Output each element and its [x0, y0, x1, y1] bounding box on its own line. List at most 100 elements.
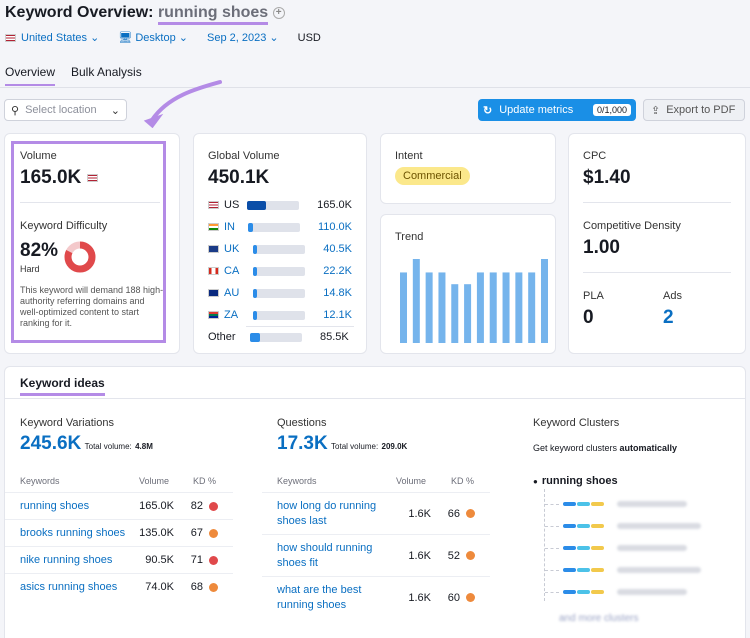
keyword-link[interactable]: how should running shoes fit	[277, 541, 373, 569]
update-metrics-button[interactable]: ↻ Update metrics 0/1,000	[478, 99, 636, 121]
table-row: how long do running shoes last 1.6K 66	[262, 492, 490, 534]
country-label: United States	[21, 32, 88, 44]
country-row-other: Other 85.5K	[208, 327, 352, 347]
cluster-tree-line	[544, 489, 545, 601]
arrow-annotation-icon	[143, 80, 222, 128]
country-share-fill	[253, 244, 258, 254]
kd-label: Keyword Difficulty	[20, 220, 108, 232]
keyword-volume: 1.6K	[408, 591, 431, 604]
cluster-root-label: running shoes	[541, 475, 618, 487]
total-volume-value: 209.0K	[381, 442, 408, 451]
tab-overview[interactable]: Overview	[5, 65, 56, 86]
keyword-volume: 165.0K	[139, 500, 174, 512]
keyword-volume: 90.5K	[145, 554, 174, 566]
device-label: Desktop	[135, 32, 176, 44]
plus-circle-icon[interactable]: +	[272, 6, 285, 19]
divider	[583, 272, 731, 273]
keyword-link[interactable]: nike running shoes	[20, 553, 113, 566]
trend-bar	[400, 272, 407, 343]
us-flag-icon	[208, 201, 219, 209]
keyword-link[interactable]: how long do running shoes last	[277, 499, 377, 527]
clusters-label: Keyword Clusters	[533, 417, 620, 429]
ads-label: Ads	[663, 290, 682, 302]
volume-label: Volume	[20, 150, 57, 162]
questions-count[interactable]: 17.3K	[277, 433, 328, 454]
keyword-link[interactable]: asics running shoes	[20, 580, 118, 593]
trend-label: Trend	[395, 231, 424, 243]
keyword-volume: 1.6K	[408, 507, 431, 520]
kd-dot-icon	[466, 593, 475, 602]
intent-label: Intent	[395, 150, 423, 162]
country-volume[interactable]: 40.5K	[323, 243, 352, 255]
intent-value: Commercial	[395, 167, 470, 185]
cluster-bar-segment	[563, 546, 576, 550]
location-select[interactable]: ⚲ Select location ⌄	[4, 99, 127, 121]
country-share-bar	[253, 288, 306, 298]
keyword-link[interactable]: what are the best running shoes	[277, 583, 362, 611]
keyword-link[interactable]: running shoes	[20, 499, 90, 512]
cluster-row	[545, 545, 687, 551]
ca-flag-icon	[208, 267, 219, 275]
cluster-bar-segment	[577, 590, 590, 594]
date-dropdown[interactable]: Sep 2, 2023 ⌄	[207, 31, 279, 44]
global-volume-value: 450.1K	[208, 167, 270, 188]
kd-dot-icon	[466, 551, 475, 560]
country-code[interactable]: AU	[224, 287, 240, 299]
cluster-root[interactable]: ● running shoes	[533, 475, 618, 487]
uk-flag-icon	[208, 245, 219, 253]
variations-summary: 245.6K Total volume: 4.8M	[20, 433, 153, 455]
col-kd: KD %	[193, 476, 217, 486]
country-row-ca: CA 22.2K	[208, 261, 352, 281]
keyword-kd: 52	[448, 550, 475, 562]
pla-value: 0	[583, 307, 594, 328]
keyword-kd: 67	[191, 527, 218, 539]
tab-bulk-analysis[interactable]: Bulk Analysis	[71, 65, 142, 79]
country-code[interactable]: CA	[224, 265, 240, 277]
keyword-link[interactable]: brooks running shoes	[20, 526, 126, 539]
trend-bar	[489, 272, 497, 343]
country-row-za: ZA 12.1K	[208, 305, 352, 325]
country-volume[interactable]: 110.0K	[317, 221, 352, 233]
trend-card: Trend	[380, 214, 556, 354]
ads-value[interactable]: 2	[663, 307, 674, 328]
divider	[583, 202, 731, 203]
country-code[interactable]: UK	[224, 243, 240, 255]
country-code[interactable]: ZA	[224, 309, 239, 321]
cluster-bar-segment	[563, 502, 576, 506]
total-volume-label: Total volume:	[84, 442, 132, 451]
page-title-text: Keyword Overview:	[5, 4, 154, 21]
kd-level: Hard	[20, 264, 40, 274]
keyword-text: running shoes	[157, 4, 269, 25]
country-volume: 165.0K	[317, 199, 352, 211]
country-volume[interactable]: 12.1K	[323, 309, 352, 321]
other-bar	[250, 332, 302, 342]
table-row: running shoes 165.0K 82	[5, 492, 233, 519]
table-row: asics running shoes 74.0K 68	[5, 573, 233, 600]
bullet-icon: ●	[533, 477, 538, 486]
trend-bar	[438, 272, 446, 343]
more-clusters-link[interactable]: and more clusters	[559, 613, 639, 624]
variations-count[interactable]: 245.6K	[20, 433, 82, 454]
country-code[interactable]: IN	[224, 221, 235, 233]
export-pdf-button[interactable]: ⇪ Export to PDF	[643, 99, 745, 121]
trend-bar	[412, 259, 420, 343]
kd-dot-icon	[209, 528, 218, 538]
cluster-branch	[545, 547, 559, 549]
chevron-down-icon: ⌄	[110, 104, 120, 117]
density-value: 1.00	[583, 237, 620, 258]
country-dropdown[interactable]: United States ⌄	[5, 31, 99, 44]
country-volume[interactable]: 22.2K	[323, 265, 352, 277]
keyword-ideas-panel: Keyword ideas Keyword Variations 245.6K …	[4, 366, 746, 638]
cpc-label: CPC	[583, 150, 607, 162]
device-dropdown[interactable]: 🖥 Desktop ⌄	[118, 31, 188, 44]
tabs-divider	[0, 87, 750, 88]
kd-value-text: 68	[190, 581, 203, 593]
country-volume[interactable]: 14.8K	[323, 287, 352, 299]
country-share-fill	[253, 266, 258, 276]
cluster-branch	[545, 503, 559, 505]
location-pin-icon: ⚲	[11, 104, 20, 117]
kd-value: 82%	[20, 240, 59, 261]
trend-bar	[541, 259, 548, 343]
keyword-kd: 68	[191, 581, 218, 593]
cluster-bar-segment	[591, 524, 604, 528]
